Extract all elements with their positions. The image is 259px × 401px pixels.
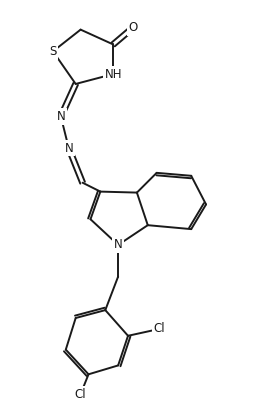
Text: O: O (128, 21, 138, 34)
Text: S: S (49, 45, 57, 58)
Text: NH: NH (104, 68, 122, 81)
Text: Cl: Cl (154, 322, 166, 335)
Text: N: N (64, 142, 73, 155)
Text: N: N (114, 239, 123, 251)
Text: N: N (56, 110, 65, 123)
Text: Cl: Cl (75, 387, 87, 401)
